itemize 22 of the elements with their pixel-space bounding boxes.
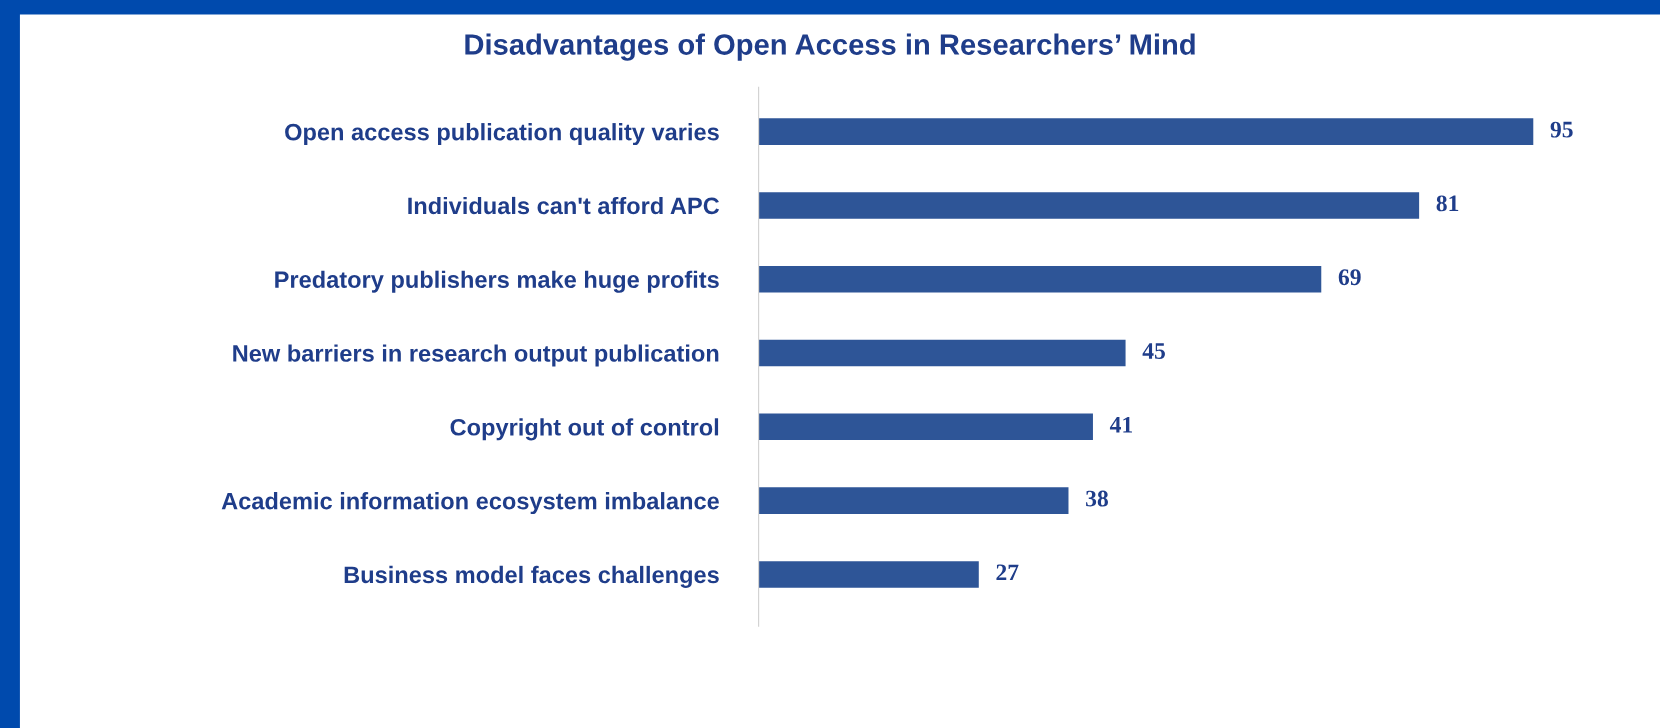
y-tick-label: New barriers in research output publication (233, 344, 719, 367)
bar (758, 487, 1069, 514)
y-tick-label: Predatory publishers make huge profits (275, 270, 719, 293)
bar (758, 265, 1322, 293)
y-tick-label: Open access publication quality varies (285, 123, 719, 146)
data-label: 81 (1436, 195, 1459, 212)
data-label: 69 (1338, 269, 1361, 286)
bar (758, 192, 1420, 219)
y-tick-label: Copyright out of control (450, 418, 719, 441)
bar (758, 413, 1093, 441)
bar (758, 118, 1534, 145)
data-label: 27 (996, 564, 1019, 581)
chart-title: Disadvantages of Open Access in Researchers’ Mind (465, 33, 1195, 61)
data-label: 45 (1142, 343, 1165, 359)
y-tick-label: Business model faces challenges (344, 565, 719, 588)
y-tick-label: Individuals can't afford APC (408, 196, 720, 215)
bar (758, 561, 979, 588)
data-label: 41 (1109, 416, 1133, 433)
data-label: 38 (1086, 490, 1108, 507)
bar (758, 339, 1126, 367)
data-label: 95 (1550, 121, 1573, 138)
y-tick-label: Academic information ecosystem imbalance (221, 492, 719, 515)
